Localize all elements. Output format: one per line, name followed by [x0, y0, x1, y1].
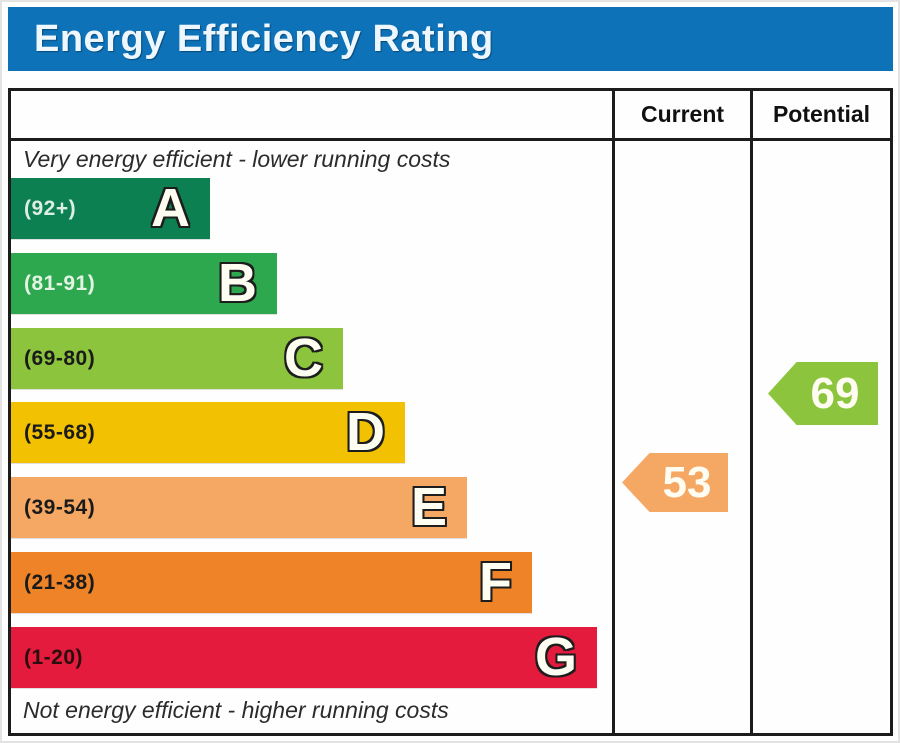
- potential-rating-value: 69: [810, 368, 860, 418]
- band-row-G: (1-20) G: [11, 627, 597, 688]
- band-letter: F: [479, 551, 512, 612]
- band-range-label: (21-38): [24, 570, 96, 594]
- band-letter: A: [151, 177, 190, 238]
- column-header-potential: Potential: [772, 101, 871, 127]
- epc-rating-table: Current Potential Very energy efficient …: [8, 88, 893, 736]
- band-range-label: (55-68): [24, 420, 96, 444]
- band-row-D: (55-68) D: [11, 402, 405, 463]
- band-row-B: (81-91) B: [11, 253, 277, 314]
- current-rating-arrow: 53: [622, 453, 728, 512]
- band-range-label: (69-80): [24, 346, 96, 370]
- potential-column-divider: [750, 91, 753, 733]
- bottom-note: Not energy efficient - higher running co…: [23, 697, 449, 723]
- band-row-C: (69-80) C: [11, 328, 343, 389]
- column-header-current: Current: [640, 101, 725, 127]
- band-letter: B: [218, 252, 257, 313]
- current-column-divider: [612, 91, 615, 733]
- band-letter: C: [284, 327, 323, 388]
- top-note: Very energy efficient - lower running co…: [23, 146, 451, 172]
- potential-rating-arrow: 69: [768, 362, 878, 425]
- band-row-E: (39-54) E: [11, 477, 467, 538]
- band-letter: E: [410, 476, 447, 537]
- band-row-F: (21-38) F: [11, 552, 532, 613]
- band-range-label: (81-91): [24, 271, 96, 295]
- header-underline: [11, 138, 890, 141]
- current-rating-value: 53: [662, 457, 712, 507]
- title-bar: Energy Efficiency Rating: [8, 7, 893, 71]
- band-range-label: (39-54): [24, 495, 96, 519]
- band-range-label: (1-20): [24, 645, 84, 669]
- band-row-A: (92+) A: [11, 178, 210, 239]
- band-letter: G: [534, 626, 577, 687]
- page-title: Energy Efficiency Rating: [34, 17, 494, 60]
- band-letter: D: [346, 401, 385, 462]
- band-range-label: (92+): [24, 196, 77, 220]
